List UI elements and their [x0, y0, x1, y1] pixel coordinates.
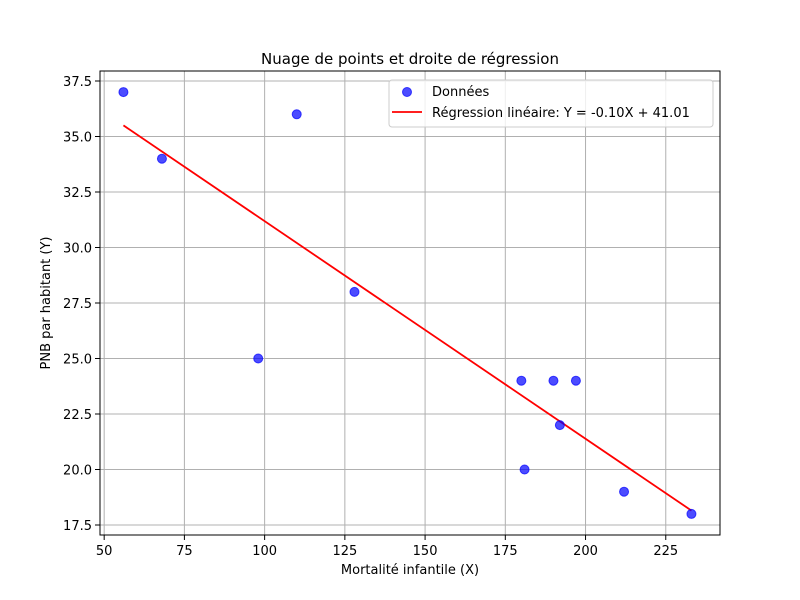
- chart-title: Nuage de points et droite de régression: [261, 50, 559, 68]
- data-point: [554, 420, 565, 431]
- y-tick-label: 17.5: [63, 519, 92, 534]
- x-tick-label: 200: [573, 544, 598, 559]
- legend-label-data: Données: [432, 85, 489, 100]
- y-axis-label: PNB par habitant (Y): [39, 237, 54, 370]
- data-point: [291, 109, 302, 120]
- data-point: [516, 375, 527, 386]
- y-axis: 17.5 20.0 22.5 25.0 27.5 30.0 32.5 35.0 37.5: [63, 75, 100, 534]
- data-point: [619, 486, 630, 497]
- grid: [100, 71, 720, 535]
- data-point: [349, 286, 360, 297]
- x-tick-label: 150: [413, 544, 438, 559]
- y-tick-label: 25.0: [63, 353, 92, 368]
- data-point: [253, 353, 264, 364]
- legend-marker-data: [402, 87, 412, 97]
- y-tick-label: 22.5: [63, 408, 92, 423]
- y-tick-label: 20.0: [63, 464, 92, 479]
- y-tick-label: 32.5: [63, 186, 92, 201]
- data-point: [118, 87, 129, 98]
- legend-box: [388, 79, 714, 128]
- regression-line: [122, 124, 692, 512]
- x-tick-label: 175: [493, 544, 518, 559]
- data-point: [570, 375, 581, 386]
- x-tick-label: 225: [653, 544, 678, 559]
- x-tick-label: 100: [252, 544, 277, 559]
- data-point: [548, 375, 559, 386]
- legend: Données Régression linéaire: Y = -0.10X …: [388, 79, 714, 128]
- series-layer: [118, 87, 697, 519]
- x-tick-label: 75: [176, 544, 193, 559]
- x-axis: 50 75 100 125 150 175 200 225: [96, 535, 678, 559]
- x-tick-label: 125: [332, 544, 357, 559]
- x-axis-label: Mortalité infantile (X): [341, 563, 479, 578]
- y-tick-label: 35.0: [63, 130, 92, 145]
- data-point: [686, 508, 697, 519]
- y-tick-label: 27.5: [63, 297, 92, 312]
- y-tick-label: 37.5: [63, 75, 92, 90]
- data-point: [156, 153, 167, 164]
- x-tick-label: 50: [96, 544, 113, 559]
- data-point: [519, 464, 530, 475]
- legend-label-regression: Régression linéaire: Y = -0.10X + 41.01: [432, 106, 690, 121]
- y-tick-label: 30.0: [63, 241, 92, 256]
